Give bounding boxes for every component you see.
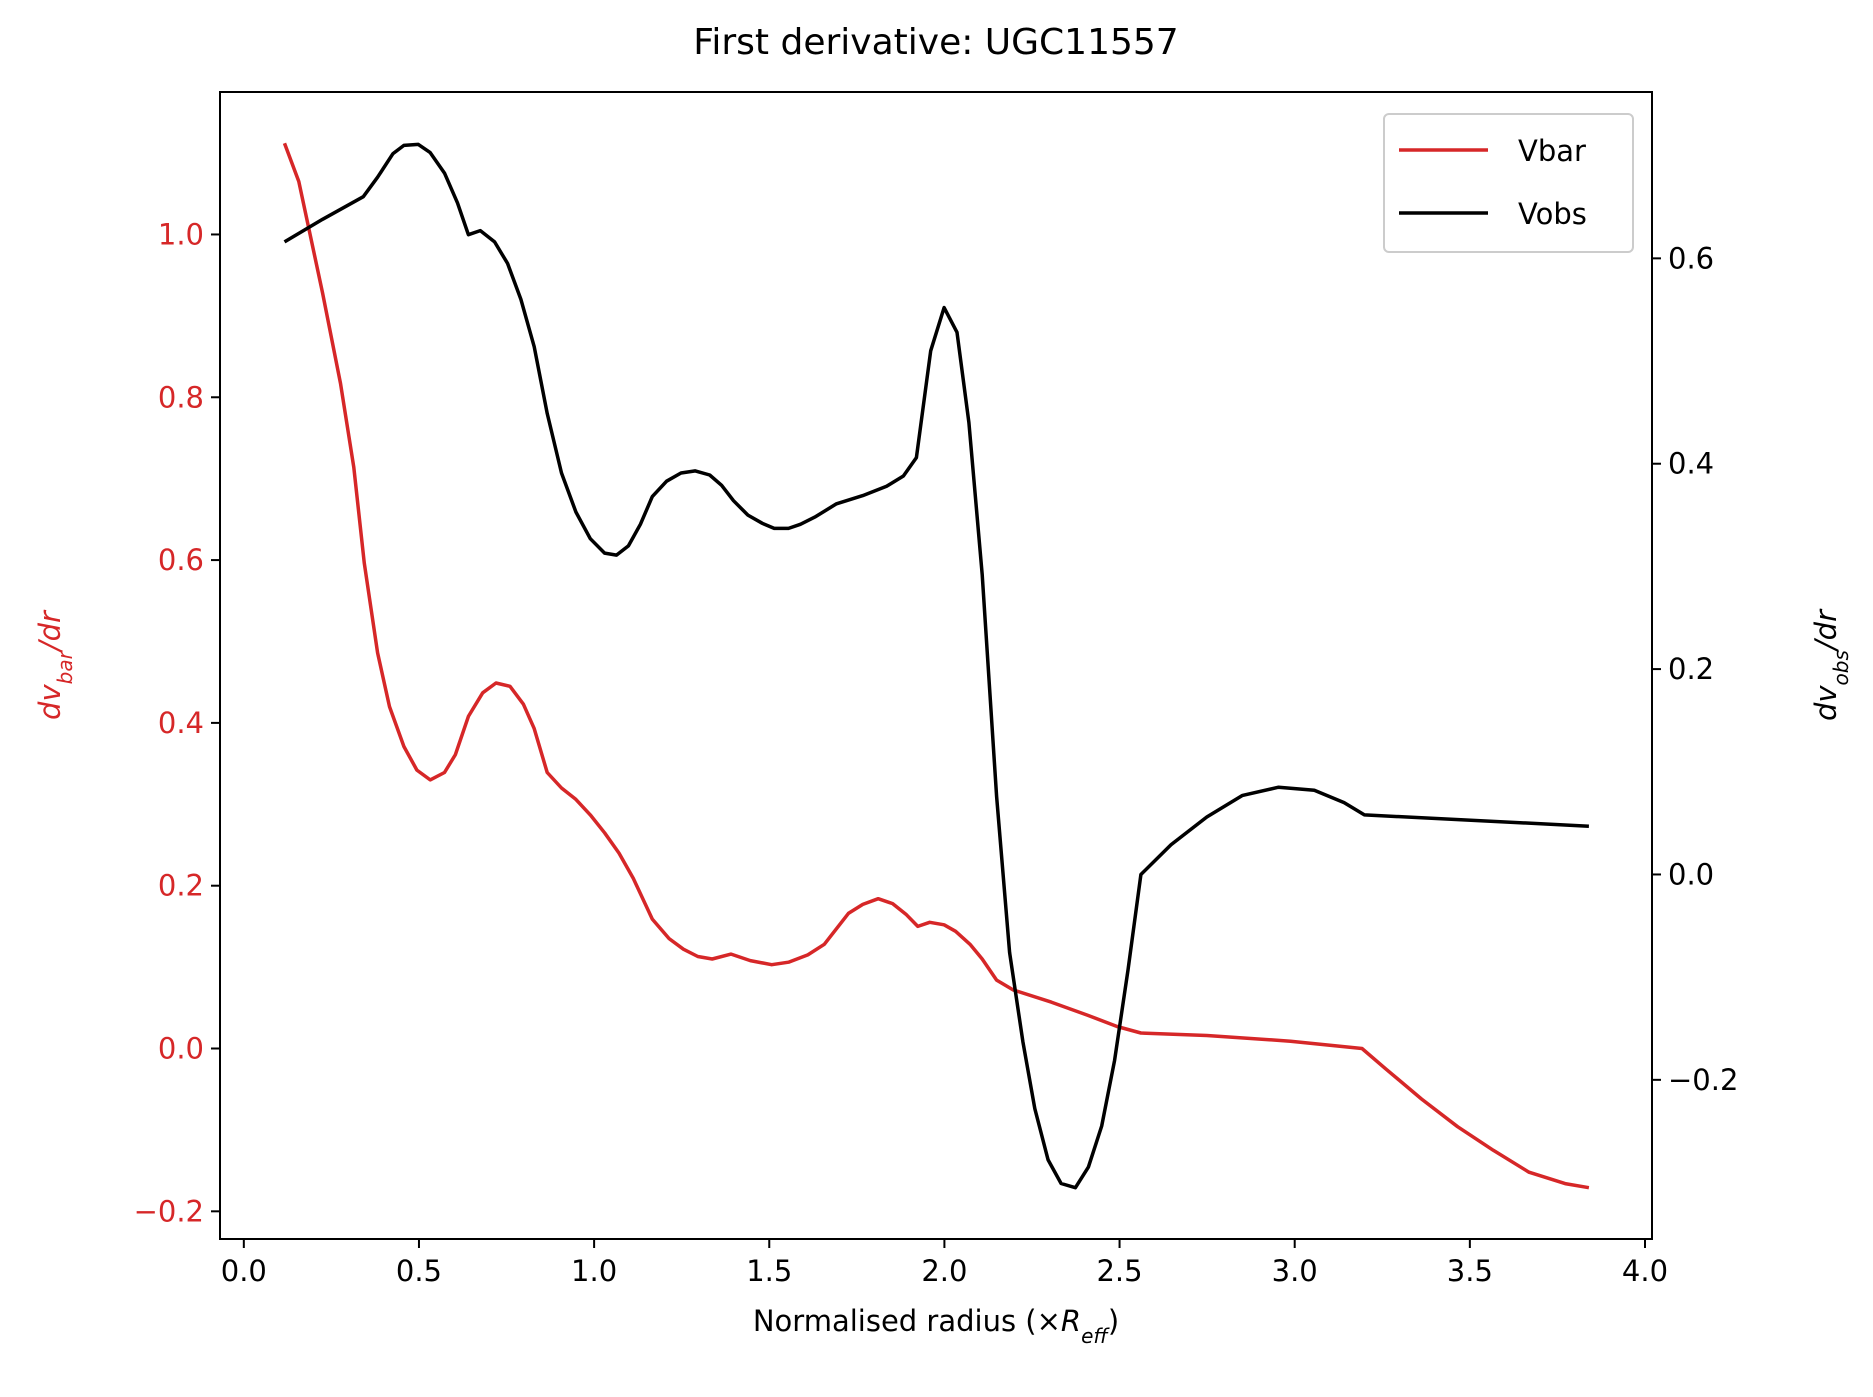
x-tick-label: 1.5 (746, 1254, 792, 1288)
y-axis-label-part: /dr (33, 609, 67, 654)
y2-tick-label: 0.4 (1668, 447, 1714, 481)
y2-axis-label: dvobs/dr (1809, 608, 1853, 721)
y-axis-label-part: bar (53, 649, 77, 684)
y-tick-label: 0.2 (158, 869, 204, 903)
x-tick-label: 0.5 (396, 1254, 442, 1288)
x-axis-label-part: ) (1108, 1304, 1119, 1338)
legend-box (1383, 113, 1634, 253)
x-tick-label: 4.0 (1622, 1254, 1668, 1288)
plot-frame (219, 91, 1653, 1240)
y-axis-label: dvbar/dr (33, 609, 77, 720)
x-tick-label: 1.0 (571, 1254, 617, 1288)
y-tick-label: 0.0 (158, 1032, 204, 1066)
y-tick-label: 0.8 (158, 380, 204, 414)
y2-tick-label: 0.6 (1668, 241, 1714, 275)
x-tick-label: 0.0 (221, 1254, 267, 1288)
y2-tick-label: 0.0 (1668, 857, 1714, 891)
y-tick-label: 0.6 (158, 543, 204, 577)
y-axis-label-part: dv (33, 684, 67, 720)
y2-axis-label-part: /dr (1809, 608, 1843, 653)
x-tick-label: 2.5 (1096, 1254, 1142, 1288)
chart-title: First derivative: UGC11557 (693, 22, 1178, 63)
y-tick-label: 0.4 (158, 706, 204, 740)
y2-axis-label-part: dv (1809, 685, 1843, 721)
legend-label: Vobs (1518, 197, 1587, 231)
x-axis-label-part: R (1061, 1304, 1081, 1338)
legend-label: Vbar (1518, 134, 1586, 168)
x-axis-label-part: Normalised radius (× (753, 1304, 1061, 1338)
x-axis-label-part: eff (1081, 1324, 1110, 1348)
x-tick-label: 3.0 (1272, 1254, 1318, 1288)
y-tick-label: 1.0 (158, 217, 204, 251)
x-axis-label: Normalised radius (×Reff) (753, 1304, 1119, 1348)
data-line (282, 142, 1590, 1190)
y2-tick-label: −0.2 (1668, 1063, 1738, 1097)
y2-axis-label-part: obs (1829, 650, 1853, 685)
y2-tick-label: 0.2 (1668, 652, 1714, 686)
data-line (283, 142, 1589, 1190)
y-tick-label: −0.2 (134, 1194, 204, 1228)
x-tick-label: 2.0 (921, 1254, 967, 1288)
x-tick-label: 3.5 (1447, 1254, 1493, 1288)
